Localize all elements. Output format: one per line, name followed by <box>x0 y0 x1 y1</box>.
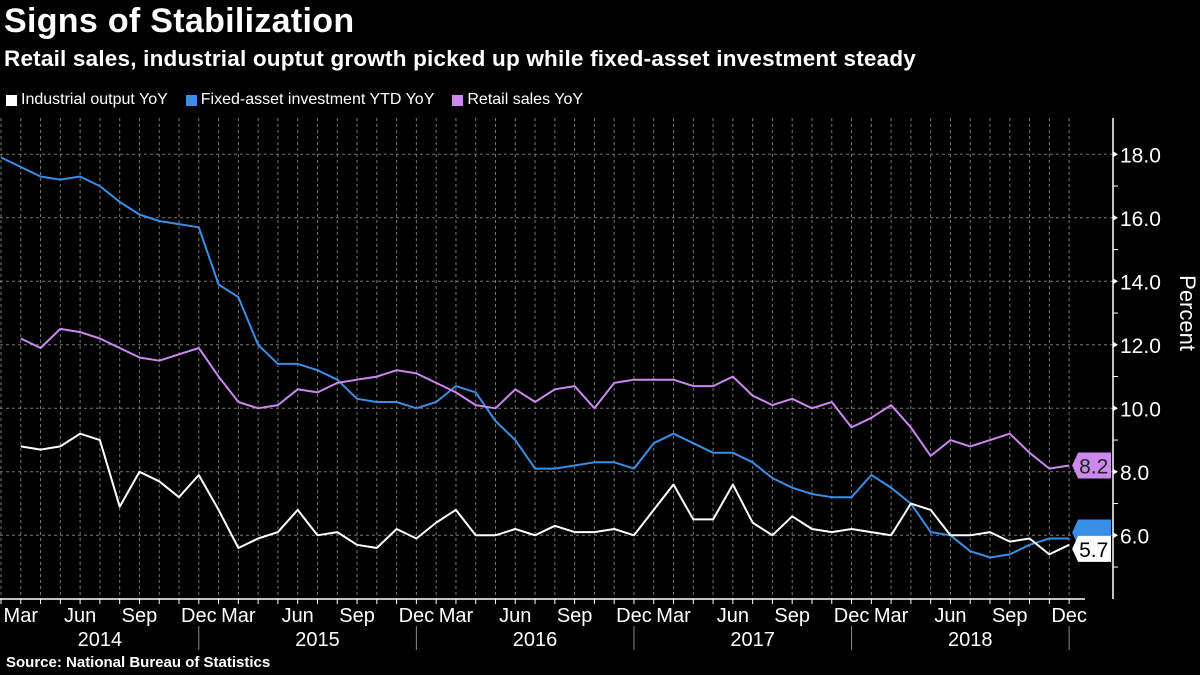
y-tick-mark <box>1113 341 1118 348</box>
y-tick-mark <box>1113 468 1118 475</box>
x-tick-label: Jun <box>64 605 96 627</box>
legend-swatch-industrial-output <box>6 94 17 106</box>
y-tick-mark <box>1113 532 1118 539</box>
last-value-label-industrial-output-text: 5.7 <box>1079 539 1108 562</box>
x-tick-label: Dec <box>399 605 435 627</box>
y-tick-label: 8.0 <box>1120 462 1149 485</box>
y-tick-label: 14.0 <box>1120 271 1161 294</box>
legend-label-industrial-output: Industrial output YoY <box>21 91 168 108</box>
x-tick-label: Mar <box>4 605 39 627</box>
x-tick-label: Dec <box>834 605 870 627</box>
legend-swatch-retail-sales <box>452 94 464 106</box>
y-tick-label: 18.0 <box>1120 144 1161 167</box>
x-tick-label: Sep <box>339 605 375 627</box>
y-tick-label: 10.0 <box>1120 398 1161 421</box>
x-year-label: 2017 <box>730 629 775 651</box>
last-value-label-retail-sales-text: 8.2 <box>1079 455 1108 478</box>
chart-subtitle: Retail sales, industrial ouptut growth p… <box>4 46 916 71</box>
y-tick-mark <box>1113 405 1118 412</box>
series-line-retail-sales-yoy <box>20 327 1070 470</box>
series-line-fixed-asset-investment-ytd-yoy <box>0 156 1070 559</box>
x-tick-label: Sep <box>774 605 810 627</box>
x-tick-label: Mar <box>439 605 474 627</box>
last-value-label-retail-sales-box <box>1072 452 1111 479</box>
y-tick-mark <box>1113 151 1118 158</box>
x-tick-label: Dec <box>1051 605 1087 627</box>
series-line-industrial-output-yoy <box>20 432 1070 556</box>
x-year-label: 2018 <box>948 629 993 651</box>
x-year-label: 2016 <box>513 629 558 651</box>
y-axis-label: Percent <box>1175 275 1200 351</box>
x-tick-label: Mar <box>874 605 909 627</box>
source-note: Source: National Bureau of Statistics <box>6 654 271 671</box>
y-tick-label: 6.0 <box>1120 525 1149 548</box>
x-tick-label: Mar <box>656 605 691 627</box>
x-tick-label: Dec <box>616 605 652 627</box>
legend-item-retail-sales: Retail sales YoY <box>452 91 583 109</box>
x-year-label: 2015 <box>295 629 340 651</box>
x-year-label: 2014 <box>78 629 123 651</box>
legend-label-fixed-asset-investment: Fixed-asset investment YTD YoY <box>200 91 435 108</box>
x-tick-label: Jun <box>499 605 531 627</box>
x-tick-label: Jun <box>934 605 966 627</box>
legend-item-industrial-output: Industrial output YoY <box>6 91 168 109</box>
x-tick-label: Mar <box>221 605 256 627</box>
last-value-label-industrial-output-box <box>1072 535 1111 562</box>
y-tick-mark <box>1113 214 1118 221</box>
chart-title: Signs of Stabilization <box>4 2 355 40</box>
legend-swatch-fixed-asset-investment <box>185 94 197 106</box>
x-tick-label: Jun <box>282 605 314 627</box>
y-tick-mark <box>1113 278 1118 285</box>
x-tick-label: Jun <box>717 605 749 627</box>
x-tick-label: Sep <box>557 605 593 627</box>
legend: Industrial output YoY Fixed-asset invest… <box>6 91 583 109</box>
x-tick-label: Sep <box>992 605 1028 627</box>
legend-label-retail-sales: Retail sales YoY <box>467 91 584 108</box>
x-tick-label: Dec <box>181 605 217 627</box>
legend-item-fixed-asset-investment: Fixed-asset investment YTD YoY <box>185 91 435 109</box>
y-tick-label: 12.0 <box>1120 335 1161 358</box>
x-tick-label: Sep <box>122 605 158 627</box>
y-tick-label: 16.0 <box>1120 208 1161 231</box>
